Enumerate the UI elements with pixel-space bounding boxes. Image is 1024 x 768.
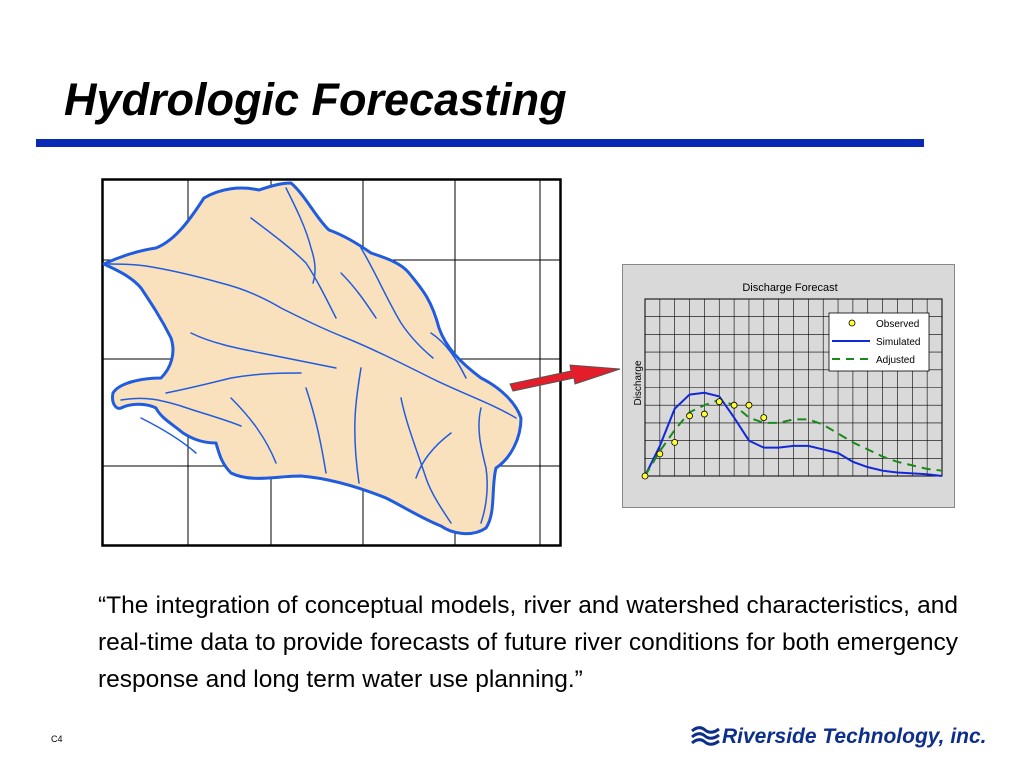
data-point-observed (671, 438, 679, 446)
company-logo: Riverside Technology, inc. (690, 724, 987, 750)
slide-title: Hydrologic Forecasting (64, 74, 567, 125)
river-network (108, 187, 517, 524)
data-point-observed (686, 412, 693, 420)
discharge-forecast-chart: Discharge Forecast Discharge Observed Si… (622, 264, 955, 508)
legend-observed-marker (848, 319, 856, 327)
data-point-observed (745, 401, 753, 409)
data-point-observed (641, 472, 649, 480)
company-name: Riverside Technology, inc. (722, 725, 987, 748)
legend-observed-label: Observed (876, 319, 919, 330)
legend-simulated-label: Simulated (876, 337, 920, 348)
pointer-arrow-shape (509, 364, 621, 392)
legend-adjusted-label: Adjusted (876, 355, 915, 366)
riverside-wave-icon (691, 726, 720, 746)
watershed-map (101, 178, 562, 547)
series-line-simulated (644, 391, 943, 477)
series-line-adjusted (644, 398, 943, 477)
quote-text: “The integration of conceptual models, r… (98, 592, 958, 693)
data-point-observed (715, 398, 723, 406)
pointer-arrow (509, 364, 621, 392)
y-axis-label: Discharge (633, 360, 644, 405)
chart-series (641, 391, 943, 480)
chart-legend: Observed Simulated Adjusted (828, 312, 930, 372)
chart-title: Discharge Forecast (742, 282, 837, 294)
data-point-observed (760, 414, 768, 421)
title-underline (36, 139, 924, 147)
data-point-observed (656, 450, 664, 458)
data-point-observed (730, 401, 738, 409)
watershed-boundary (102, 181, 523, 536)
data-point-observed (701, 410, 708, 418)
slide-number: C4 (51, 734, 63, 744)
